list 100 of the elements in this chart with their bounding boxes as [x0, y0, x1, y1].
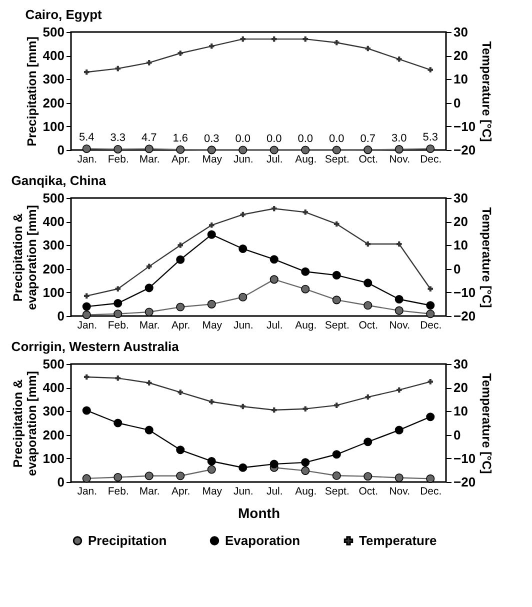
x-tick-label: Feb. — [108, 320, 129, 332]
point — [396, 387, 402, 393]
point — [426, 310, 435, 318]
point — [365, 241, 371, 247]
y-tick-label: 200 — [42, 95, 64, 110]
point — [115, 286, 121, 292]
point — [302, 36, 308, 42]
y-tick-label: 500 — [42, 356, 64, 372]
point — [240, 404, 246, 410]
data-label: 1.6 — [172, 132, 188, 145]
data-label: 0.0 — [328, 133, 344, 145]
point — [82, 406, 91, 415]
point — [428, 286, 434, 292]
y2-tick-label: −20 — [454, 308, 476, 324]
y2-tick-label: 20 — [454, 214, 468, 230]
y-tick-label: 200 — [42, 261, 64, 276]
data-label: 3.0 — [391, 132, 407, 144]
point — [301, 466, 310, 475]
point — [334, 402, 340, 408]
point — [144, 308, 154, 316]
point — [364, 278, 372, 288]
point — [207, 465, 216, 474]
y2-tick-label: −10 — [454, 450, 476, 466]
point — [394, 426, 404, 434]
x-tick-label: Jan. — [77, 320, 98, 332]
point — [332, 471, 341, 480]
x-tick-label: Sept. — [324, 320, 350, 332]
point — [114, 473, 122, 482]
y-tick-label: 0 — [57, 142, 64, 158]
x-tick-label: Aug. — [295, 486, 317, 498]
point — [271, 206, 277, 212]
point — [394, 473, 404, 482]
x-tick-label: Sept. — [324, 154, 350, 166]
point — [238, 244, 248, 254]
y-tick-label: 500 — [42, 24, 64, 40]
point — [365, 46, 371, 52]
point — [301, 458, 310, 467]
x-tick-label: Jun. — [233, 154, 254, 166]
y2-tick-label: 0 — [454, 427, 461, 442]
point — [302, 210, 308, 215]
data-label: 3.3 — [110, 132, 126, 144]
point — [207, 456, 216, 466]
point — [114, 298, 122, 308]
point — [144, 426, 154, 434]
point — [270, 460, 278, 468]
point — [176, 446, 185, 454]
point — [394, 306, 404, 315]
point — [396, 56, 402, 62]
point — [82, 474, 91, 483]
legend-label: Temperature — [359, 532, 437, 548]
point — [238, 463, 248, 472]
point — [82, 302, 91, 311]
x-tick-label: Dec. — [420, 486, 442, 498]
y-tick-label: 400 — [42, 380, 64, 396]
y-axis-title: Precipitation [mm] — [24, 36, 39, 146]
point — [428, 67, 434, 72]
x-tick-label: Feb. — [108, 154, 129, 166]
x-tick-label: Sept. — [324, 486, 350, 498]
y-tick-label: 100 — [42, 284, 64, 300]
point — [240, 212, 246, 218]
point — [365, 394, 371, 400]
y2-axis-title: Temperature [°C] — [480, 207, 494, 308]
y2-tick-label: −20 — [454, 142, 476, 158]
point — [84, 374, 90, 380]
y2-tick-label: 10 — [454, 238, 468, 253]
x-tick-label: May — [202, 486, 223, 498]
x-tick-label: Aug. — [295, 320, 317, 332]
point — [271, 36, 277, 42]
x-tick-label: May — [202, 320, 223, 332]
y2-axis-title: Temperature [°C] — [480, 41, 494, 142]
point — [207, 230, 216, 239]
x-tick-label: Oct. — [358, 486, 378, 498]
x-tick-label: Jun. — [233, 486, 254, 498]
point — [428, 379, 434, 384]
point — [82, 310, 91, 320]
x-tick-label: May — [202, 154, 223, 166]
y-tick-label: 100 — [42, 450, 64, 466]
point — [207, 300, 216, 308]
x-tick-label: Apr. — [172, 154, 190, 166]
x-tick-label: Dec. — [420, 154, 442, 166]
point — [84, 293, 90, 299]
x-tick-label: Dec. — [420, 320, 442, 332]
point — [208, 222, 214, 228]
data-label: 0.0 — [298, 133, 314, 145]
point — [394, 294, 404, 304]
chart-title: Ganqika, China — [11, 173, 107, 188]
y2-tick-label: −10 — [454, 284, 476, 300]
y2-tick-label: 20 — [454, 380, 468, 396]
x-tick-label: Nov. — [389, 486, 410, 498]
point — [144, 284, 154, 292]
point — [146, 380, 152, 386]
y-tick-label: 300 — [42, 72, 64, 87]
chart-title: Cairo, Egypt — [25, 7, 103, 22]
point — [208, 399, 214, 404]
point — [178, 50, 184, 56]
point — [114, 310, 122, 318]
y2-tick-label: 30 — [454, 356, 468, 372]
x-tick-label: Mar. — [139, 154, 160, 166]
data-label: 0.7 — [360, 132, 376, 145]
x-tick-label: Aug. — [295, 154, 317, 166]
